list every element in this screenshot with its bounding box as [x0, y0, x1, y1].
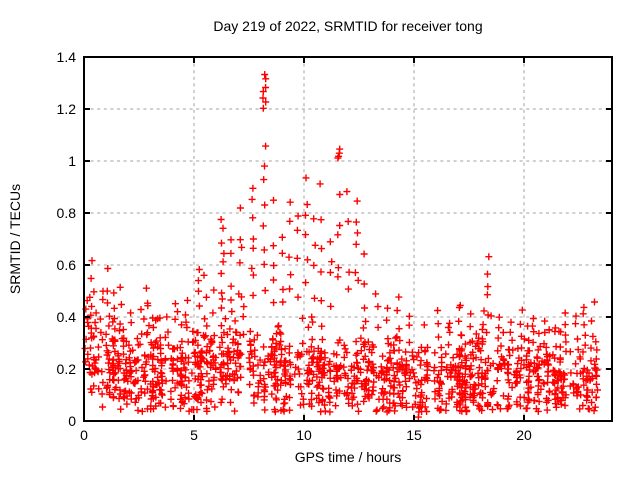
- x-tick-label: 0: [80, 427, 88, 443]
- x-axis-label: GPS time / hours: [295, 449, 402, 465]
- y-axis-label: SRMTID / TECUs: [7, 184, 23, 294]
- chart-title: Day 219 of 2022, SRMTID for receiver ton…: [213, 18, 482, 34]
- y-tick-label: 1: [68, 153, 76, 169]
- y-tick-label: 1.2: [57, 101, 77, 117]
- plot-frame: [83, 56, 613, 422]
- x-tick-label: 20: [516, 427, 532, 443]
- x-tick-label: 5: [190, 427, 198, 443]
- y-tick-label: 0.8: [57, 205, 77, 221]
- y-tick-label: 0.2: [57, 361, 77, 377]
- y-tick-label: 0.6: [57, 257, 77, 273]
- axes-frame: [83, 56, 613, 422]
- y-tick-label: 1.4: [57, 49, 77, 65]
- x-tick-label: 10: [296, 427, 312, 443]
- x-tick-label: 15: [406, 427, 422, 443]
- y-tick-label: 0: [68, 413, 76, 429]
- tick-labels: 0 5 10 15 20 0 0.2 0.4 0.6 0.8 1 1.2 1.4: [57, 49, 532, 443]
- scatter-markers: [81, 71, 601, 421]
- y-tick-label: 0.4: [57, 309, 77, 325]
- scatter-points: [81, 71, 601, 421]
